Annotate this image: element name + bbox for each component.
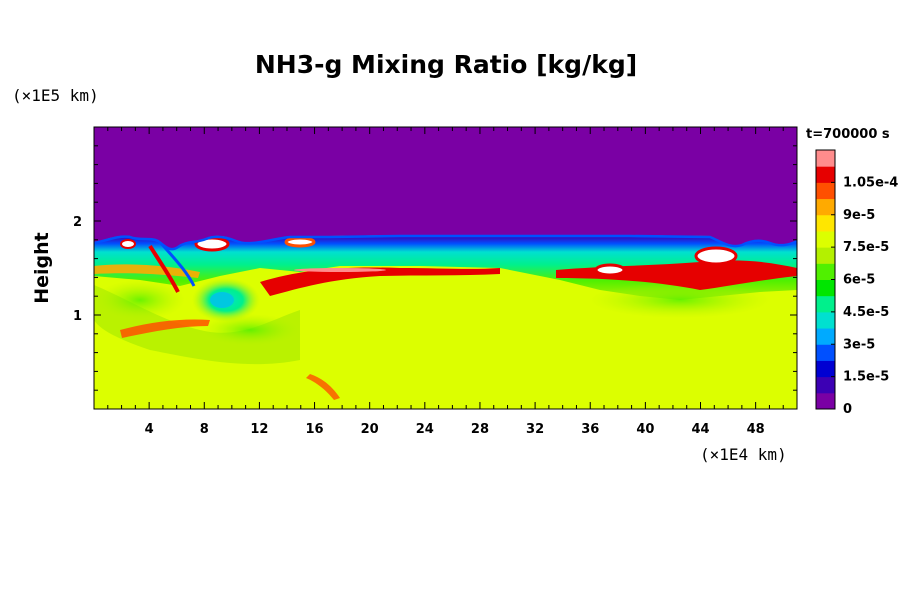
x-tick-label: 32 [526, 422, 544, 437]
heatmap-cyan-core [210, 292, 234, 308]
y-unit-label: (×1E5 km) [12, 86, 99, 105]
x-tick-label: 40 [636, 422, 654, 437]
heatmap-red-streak [306, 374, 340, 400]
chart-title: NH3-g Mixing Ratio [kg/kg] [255, 50, 637, 79]
heatmap-red-streak [120, 319, 210, 338]
heatmap-upper-region [94, 127, 797, 249]
x-tick-label: 48 [747, 422, 765, 437]
colorbar: 0 1.5e-5 3e-5 4.5e-5 6e-5 7.5e-5 9e-5 1.05e-4 [815, 149, 898, 417]
colorbar-segment [816, 311, 835, 329]
x-tick-label: 28 [471, 422, 489, 437]
x-tick-label: 24 [416, 422, 434, 437]
x-tick-label: 4 [145, 422, 154, 437]
colorbar-tick-label: 6e-5 [843, 273, 875, 288]
heatmap-green-swirl [590, 282, 770, 318]
colorbar-tick-label: 7.5e-5 [843, 240, 889, 255]
time-label: t=700000 s [806, 127, 890, 142]
colorbar-segment [816, 150, 835, 167]
heatmap-peak-blob [594, 263, 626, 277]
colorbar-segment [816, 263, 835, 280]
colorbar-segment [816, 279, 835, 297]
colorbar-tick-label: 3e-5 [843, 337, 875, 352]
x-tick-label: 36 [581, 422, 599, 437]
y-tick-label: 1 [73, 309, 82, 324]
heatmap-field [94, 127, 797, 409]
heatmap-blue-fringe [94, 234, 797, 251]
heatmap-red-layer [260, 267, 500, 296]
colorbar-segment [816, 344, 835, 361]
colorbar-tick-label: 4.5e-5 [843, 305, 889, 320]
x-tick-label: 16 [306, 422, 324, 437]
x-unit-label: (×1E4 km) [700, 445, 787, 464]
heatmap-peak-blob [694, 246, 738, 266]
x-axis: 4 8 12 16 20 24 28 32 36 40 44 48 [93, 127, 798, 437]
y-axis-label: Height [31, 232, 53, 304]
plot-frame [93, 126, 798, 410]
colorbar-tick-label: 9e-5 [843, 208, 875, 223]
colorbar-tick-label: 0 [843, 402, 852, 417]
heatmap-mixing-band [94, 236, 797, 300]
colorbar-segment [816, 328, 835, 345]
colorbar-segment [816, 214, 835, 232]
colorbar-segment [816, 376, 835, 394]
colorbar-segment [816, 295, 835, 313]
heatmap-green-swirl [200, 314, 300, 346]
colorbar-tick-label: 1.5e-5 [843, 370, 889, 385]
colorbar-tick-label: 1.05e-4 [843, 175, 898, 190]
heatmap-pink-line [294, 268, 386, 272]
y-axis: 12 [73, 145, 797, 391]
y-tick-label: 2 [73, 215, 82, 230]
heatmap-orange-layer [94, 264, 200, 278]
heatmap-vortex-streak [148, 244, 180, 293]
heatmap-peak-blob [120, 239, 136, 249]
colorbar-segment [816, 166, 835, 183]
colorbar-segment [816, 230, 835, 248]
colorbar-segment [816, 392, 835, 410]
colorbar-segment [816, 247, 835, 264]
heatmap-peak-blob [284, 236, 316, 248]
colorbar-segment [816, 198, 835, 216]
x-tick-label: 44 [691, 422, 709, 437]
x-tick-label: 20 [361, 422, 379, 437]
heatmap-green-swirl [95, 280, 185, 320]
x-tick-label: 12 [250, 422, 268, 437]
colorbar-segment [816, 182, 835, 200]
colorbar-segment [816, 360, 835, 378]
x-tick-label: 8 [200, 422, 209, 437]
